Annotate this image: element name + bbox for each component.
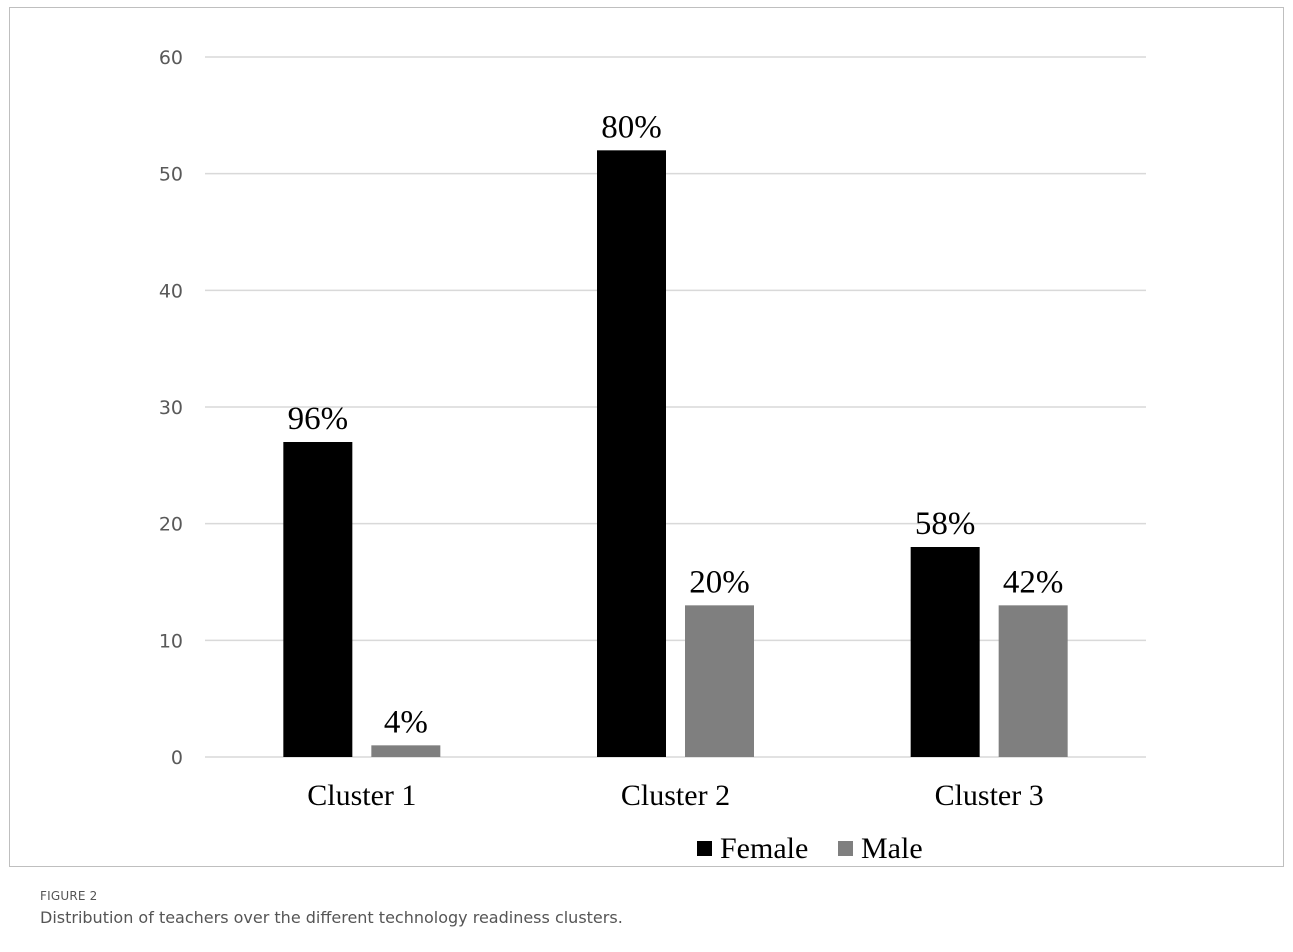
bar-male-3 [998, 605, 1068, 757]
y-tick-label-40: 40 [159, 280, 183, 302]
gridlines [205, 56, 1146, 758]
legend-label-female: Female [720, 832, 808, 865]
bar-female-1 [283, 442, 353, 757]
data-label-female-1: 96% [288, 401, 349, 437]
data-label-male-2: 20% [689, 564, 750, 600]
figure-label: FIGURE 2 [40, 889, 98, 903]
x-category-label-3: Cluster 3 [935, 779, 1044, 812]
bar-female-3 [910, 547, 980, 757]
bar-chart: 0 10 20 30 40 50 60 96% 4% 80% 20% 58% 42% Cluster … [159, 47, 1146, 865]
y-tick-label-50: 50 [159, 164, 183, 186]
bar-male-1 [371, 745, 441, 757]
data-label-female-2: 80% [601, 109, 662, 145]
bar-female-2 [597, 150, 666, 758]
data-label-male-1: 4% [384, 704, 428, 740]
x-axis-categories: Cluster 1 Cluster 2 Cluster 3 [307, 779, 1044, 812]
y-tick-label-30: 30 [159, 397, 183, 419]
y-tick-label-0: 0 [171, 747, 183, 769]
data-labels: 96% 4% 80% 20% 58% 42% [288, 109, 1064, 740]
y-axis-ticks: 0 10 20 30 40 50 60 [159, 47, 183, 769]
x-category-label-1: Cluster 1 [307, 779, 416, 812]
figure-caption: Distribution of teachers over the differ… [40, 908, 623, 927]
y-tick-label-60: 60 [159, 47, 183, 69]
legend-label-male: Male [861, 832, 923, 865]
bars [283, 150, 1068, 758]
data-label-male-3: 42% [1003, 564, 1064, 600]
legend-swatch-female [697, 841, 712, 856]
bar-male-2 [685, 605, 754, 757]
y-tick-label-20: 20 [159, 514, 183, 536]
legend: Female Male [697, 832, 923, 865]
legend-swatch-male [838, 841, 853, 856]
x-category-label-2: Cluster 2 [621, 779, 730, 812]
data-label-female-3: 58% [915, 506, 976, 542]
y-tick-label-10: 10 [159, 630, 183, 652]
